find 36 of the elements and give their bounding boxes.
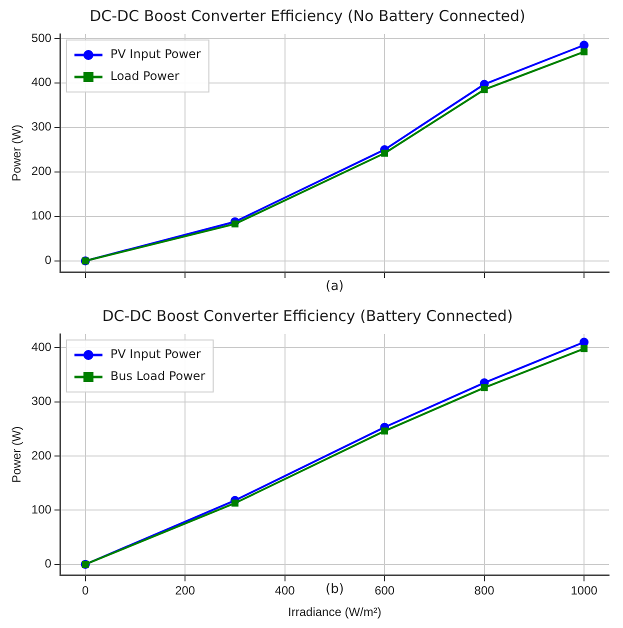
- point: [480, 384, 488, 392]
- point: [231, 220, 238, 228]
- x-tick-label: 400: [274, 584, 296, 598]
- text: (b): [326, 582, 344, 598]
- x-tick-label: 0: [82, 584, 90, 598]
- point: [381, 150, 388, 157]
- x-tick-label: 600: [374, 584, 395, 598]
- x-tick-label: 800: [474, 584, 495, 598]
- text: (a): [326, 278, 344, 294]
- y-tick-label: 300: [31, 394, 52, 408]
- chart-title: DC-DC Boost Converter Efficiency (No Battery Connected): [90, 6, 526, 25]
- point: [381, 428, 388, 434]
- legend-label: Load Power: [110, 69, 180, 84]
- point: [580, 345, 588, 352]
- point: [231, 500, 238, 507]
- y-axis-title: Power (W): [10, 426, 24, 483]
- legend-label: Bus Load Power: [110, 369, 206, 384]
- chart-title: DC-DC Boost Converter Efficiency (Battery Connected): [102, 306, 513, 325]
- y-tick-label: 0: [44, 556, 52, 571]
- y-axis-title: Power (W): [10, 124, 24, 182]
- point: [580, 48, 588, 56]
- y-tick-label: 200: [31, 448, 52, 462]
- legend-label: PV Input Power: [110, 347, 201, 362]
- y-tick-label: 0: [44, 253, 52, 268]
- y-tick-label: 100: [31, 502, 52, 516]
- legend-label: PV Input Power: [110, 47, 201, 62]
- y-tick-label: 200: [31, 164, 52, 178]
- y-tick-label: 300: [31, 120, 52, 134]
- x-tick-label: 1000: [570, 584, 598, 598]
- y-tick-label: 100: [31, 208, 52, 223]
- x-axis-title: Irradiance (W/m²): [288, 605, 382, 620]
- y-tick-label: 500: [31, 30, 52, 45]
- y-tick-label: 400: [31, 75, 52, 90]
- point: [480, 86, 488, 94]
- x-tick-label: 200: [175, 584, 196, 598]
- y-tick-label: 400: [31, 340, 52, 354]
